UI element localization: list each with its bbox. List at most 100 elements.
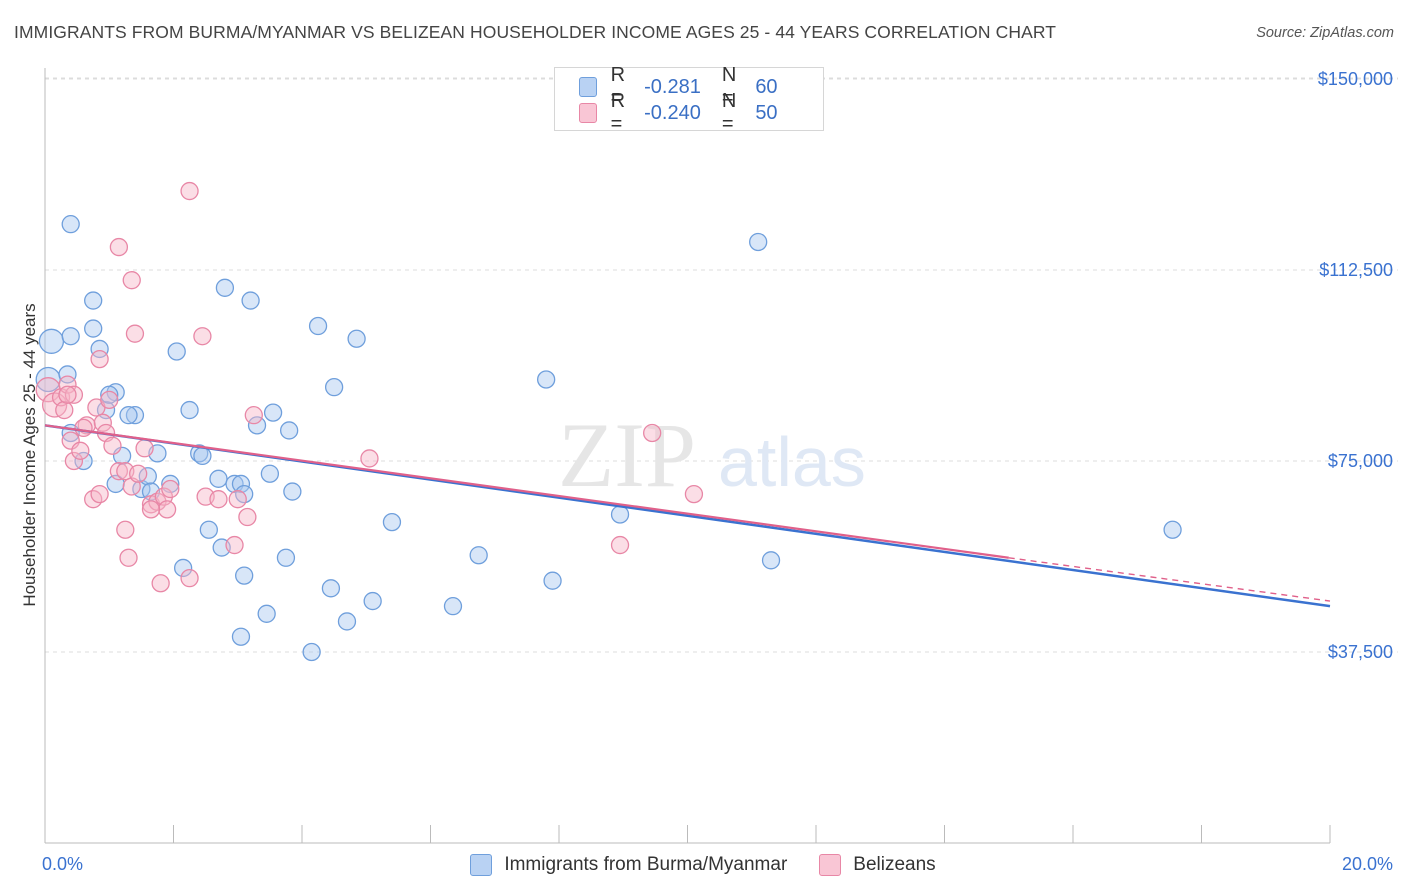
burma-data-point [100,385,119,404]
belizean-data-point [225,535,244,555]
belizean-data-point [109,462,129,481]
burma-data-point [231,474,251,494]
belizean-data-point [116,520,135,539]
burma-data-point [215,278,235,297]
series-legend: Immigrants from Burma/Myanmar Belizeans [0,852,1406,878]
burma-data-point [761,551,781,570]
legend-row-burma: R = -0.281 N = 60 [579,64,823,109]
burma-data-point [443,597,463,616]
burma-data-point [257,604,276,623]
burma-data-point [469,546,488,565]
legend-swatch-pink [819,854,842,876]
belizean-data-point [119,548,138,567]
belizean-data-point [141,500,161,519]
belizean-data-point [64,451,84,471]
legend-label-burma: Immigrants from Burma/Myanmar [504,854,788,875]
burma-data-point [235,566,254,585]
burma-data-point [180,400,199,420]
belizean-data-point [193,327,212,346]
burma-data-point [247,416,267,435]
burma-data-point [283,482,302,501]
y-tick-label: $75,000 [1328,451,1393,471]
burma-data-point [190,444,209,463]
belizean-data-point [93,413,112,432]
belizean-data-point [109,237,129,257]
legend-r-label: R = [610,90,626,135]
belizean-data-point [180,181,199,201]
legend-label-belizeans: Belizeans [853,854,936,875]
legend-swatch-blue [579,77,597,97]
burma-data-point [382,512,402,532]
watermark-zip: ZIP [558,404,696,506]
burma-data-point [199,520,218,539]
burma-data-point [241,291,260,310]
y-tick-label: $37,500 [1328,642,1393,662]
burma-data-point [209,469,228,488]
trend-lines [44,424,1331,608]
belizean-data-point [129,464,148,483]
belizean-data-point [55,400,74,420]
burma-data-point [308,316,328,336]
burma-data-point [61,327,80,346]
belizean-data-point [100,390,119,410]
belizean-data-point [360,449,379,468]
burma-data-point [263,403,283,422]
legend-swatch-pink [579,103,597,123]
burma-data-point [363,591,382,611]
belizean-data-point [90,349,109,369]
belizean-data-point [643,423,662,443]
legend-r-value: -0.240 [644,101,701,124]
burma-data-point [276,548,296,567]
burma-data-point [610,505,630,524]
burma-data-point [90,339,109,359]
belizean-data-point [71,441,90,460]
belizean-data-point [684,484,704,504]
belizean-data-point [103,436,122,455]
burma-data-point [84,319,103,338]
belizean-data-point [180,568,199,588]
belizean-data-point [64,385,84,404]
burma-data-point [167,342,186,361]
burma-data-point [38,328,65,354]
belizean-data-point [135,439,154,458]
legend-r-label: R = [610,64,626,109]
belizean-data-point [58,385,77,404]
legend-n-label: N = [721,90,737,135]
watermark: ZIP atlas [558,404,866,506]
belizean-data-point [125,324,145,343]
source-label: Source: ZipAtlas.com [1256,25,1394,41]
belizean-trend-line [44,424,1009,559]
burma-data-point [749,232,768,252]
legend-item-burma: Immigrants from Burma/Myanmar [470,854,787,876]
burma-data-point [537,370,556,389]
burma-data-point [324,377,344,397]
correlation-legend: R = -0.281 N = 60 R = -0.240 N = 50 [554,64,824,135]
x-tick-label: 20.0% [1342,854,1393,874]
burma-data-point [58,365,77,384]
belizean-data-point [238,507,257,527]
tick-labels: $37,500 $75,000 $112,500 $150,000 0.0% 20.0% [42,69,1393,874]
belizean-data-point [157,500,177,519]
burma-data-point [173,558,193,578]
belizean-data-point [244,406,263,425]
burma-data-point [321,579,341,598]
legend-row-belizean: R = -0.240 N = 50 [579,90,823,135]
burma-data-point [337,612,357,631]
grid-lines [45,77,1398,653]
burma-data-point [119,406,138,425]
belizean-data-point [228,490,247,509]
axes [44,68,1331,844]
belizean-data-point [151,574,170,593]
burma-data-point [231,627,251,646]
y-tick-label: $150,000 [1318,69,1393,89]
chart-title: IMMIGRANTS FROM BURMA/MYANMAR VS BELIZEA… [14,22,1057,42]
y-axis-title: Householder Income Ages 25 - 44 years [20,303,39,607]
belizean-trend-extension [1008,557,1331,602]
belizean-data-point [161,479,180,499]
legend-r-value: -0.281 [644,75,701,98]
belizean-data-point [610,535,630,555]
burma-data-point [260,464,280,483]
burma-data-point [1163,520,1182,539]
watermark-atlas: atlas [718,423,866,501]
